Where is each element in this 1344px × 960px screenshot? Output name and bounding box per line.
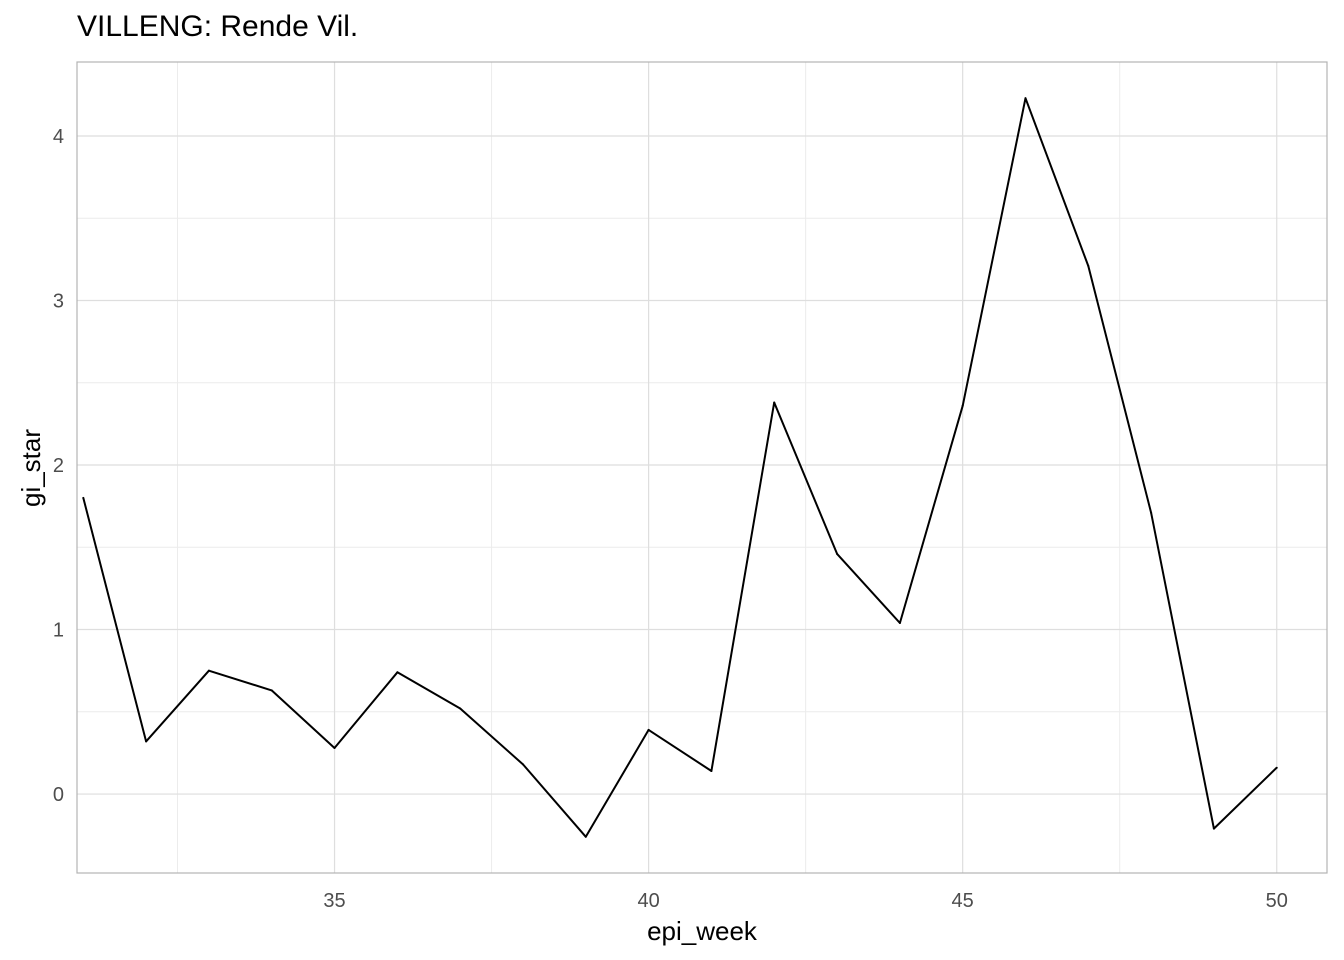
- data-point: [1087, 264, 1090, 267]
- y-tick-label: 0: [53, 784, 64, 806]
- data-point: [584, 835, 587, 838]
- y-tick-labels: 0 1 2 3 4: [53, 126, 64, 806]
- data-point: [270, 689, 273, 692]
- y-tick-label: 3: [53, 291, 64, 313]
- data-point: [1275, 766, 1278, 769]
- data-point: [145, 740, 148, 743]
- plot-panel-border: [76, 61, 1328, 874]
- data-point: [333, 746, 336, 749]
- data-point: [1212, 827, 1215, 830]
- y-tick-label: 2: [53, 455, 64, 477]
- data-point: [647, 728, 650, 731]
- y-tick-label: 4: [53, 126, 64, 148]
- data-point: [710, 770, 713, 773]
- x-axis-title: epi_week: [647, 916, 758, 946]
- data-point: [961, 404, 964, 407]
- x-tick-label: 50: [1266, 890, 1288, 912]
- series-layer: [82, 97, 1278, 838]
- data-point: [396, 671, 399, 674]
- data-point: [82, 496, 85, 499]
- data-point: [207, 669, 210, 672]
- y-tick-label: 1: [53, 620, 64, 642]
- data-point: [1024, 97, 1027, 100]
- data-point: [521, 763, 524, 766]
- data-point: [898, 621, 901, 624]
- x-tick-label: 35: [323, 890, 345, 912]
- x-tick-labels: 35 40 45 50: [323, 890, 1287, 912]
- x-tick-label: 45: [952, 890, 974, 912]
- data-point: [836, 552, 839, 555]
- data-point: [773, 401, 776, 404]
- y-axis-title: gi_star: [16, 429, 46, 507]
- series-line: [82, 97, 1278, 838]
- data-point: [459, 707, 462, 710]
- data-point: [1150, 511, 1153, 514]
- x-tick-label: 40: [637, 890, 659, 912]
- chart-title: VILLENG: Rende Vil.: [77, 10, 359, 43]
- major-gridlines: [77, 62, 1327, 873]
